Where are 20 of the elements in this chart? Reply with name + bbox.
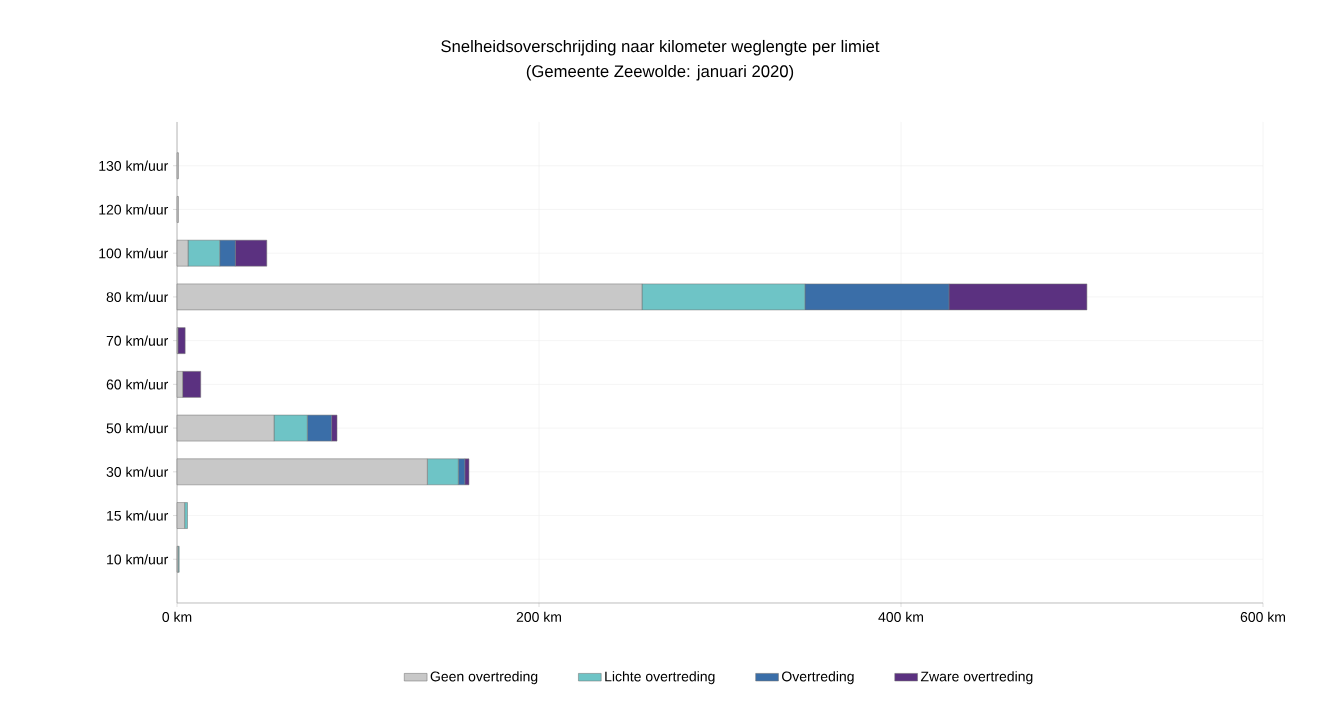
- legend-label: Lichte overtreding: [605, 671, 715, 685]
- y-tick-label: 70 km/uur: [106, 335, 169, 346]
- y-tick-label: 15 km/uur: [107, 510, 169, 521]
- x-tick-label: 0 km: [162, 611, 192, 622]
- chart-title: Snelheidsoverschrijding naar kilometer weglengte per limiet: [441, 39, 880, 56]
- legend-label: Overtreding: [782, 671, 854, 685]
- legend-label: Zware overtreding: [920, 671, 1033, 685]
- y-tick-label: 30 km/uur: [106, 466, 169, 477]
- x-tick-label: 200 km: [516, 611, 562, 622]
- chart-subtitle: (Gemeente Zeewolde: januari 2020): [526, 64, 794, 81]
- y-tick-label: 10 km/uur: [107, 554, 169, 565]
- y-tick-label: 130 km/uur: [99, 160, 169, 171]
- x-tick-label: 400 km: [878, 611, 924, 622]
- y-tick-label: 60 km/uur: [106, 379, 169, 390]
- y-tick-label: 100 km/uur: [99, 248, 169, 259]
- x-tick-label: 600 km: [1240, 611, 1286, 622]
- legend-label: Geen overtreding: [430, 671, 538, 685]
- y-tick-label: 50 km/uur: [106, 422, 169, 434]
- y-tick-label: 80 km/uur: [106, 291, 169, 303]
- y-tick-label: 120 km/uur: [99, 204, 169, 215]
